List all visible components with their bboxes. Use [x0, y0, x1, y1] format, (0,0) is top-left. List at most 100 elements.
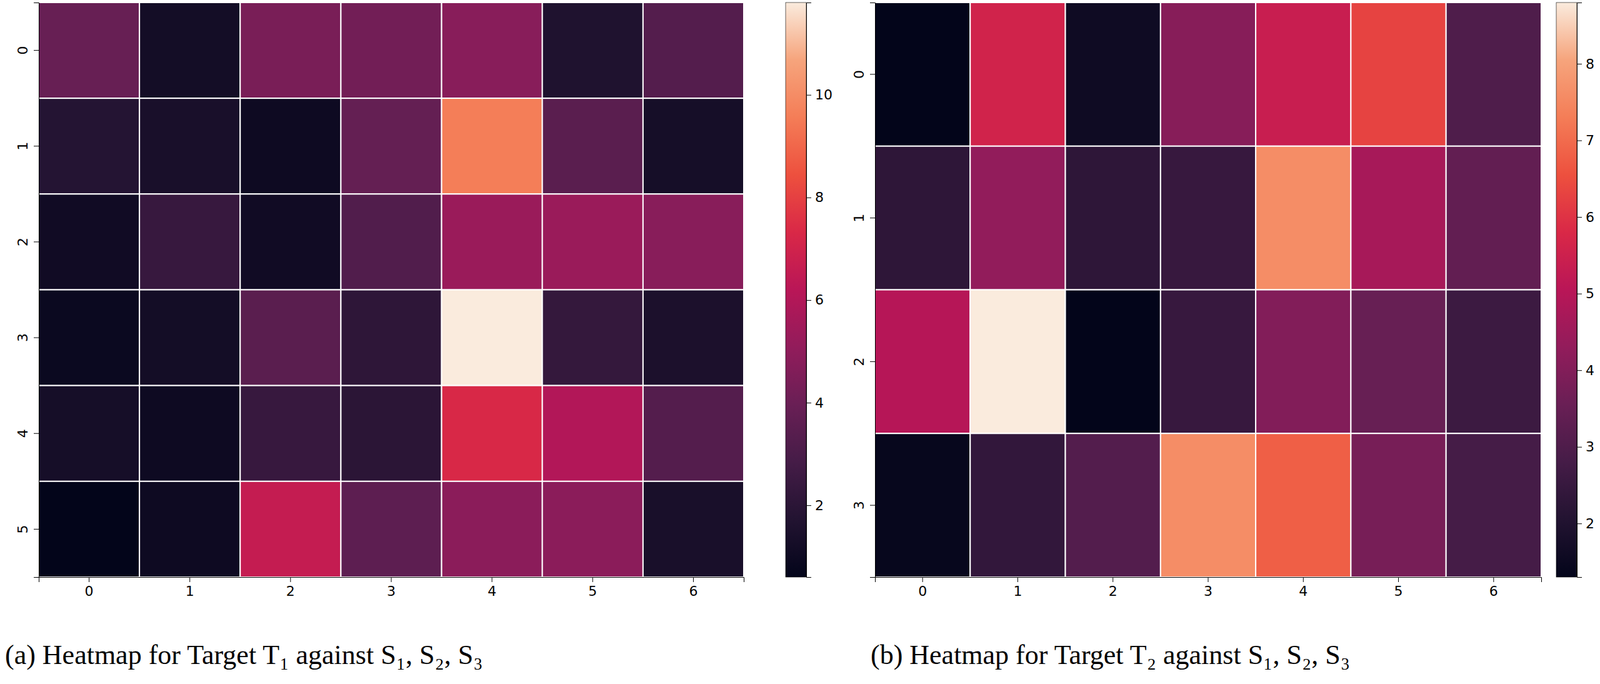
tick: 0	[15, 46, 39, 55]
tick-label: 3	[386, 583, 396, 599]
tick: 1	[15, 141, 39, 151]
heatmap-cell	[1350, 146, 1446, 290]
tick-label: 2	[815, 497, 824, 514]
tick-mark	[1576, 293, 1582, 295]
tick-mark	[870, 361, 875, 362]
heatmap-cell	[1160, 146, 1256, 290]
tick: 6	[688, 576, 698, 599]
tick: 7	[1576, 132, 1595, 149]
tick-label: 5	[1394, 583, 1404, 599]
heatmap-cell	[340, 385, 442, 482]
heatmap-cell	[970, 433, 1065, 577]
heatmap-cell	[38, 385, 140, 482]
heatmap-cell	[38, 98, 140, 194]
tick-mark	[870, 505, 875, 506]
tick-label: 6	[688, 583, 698, 599]
heatmap-cell	[1065, 146, 1161, 290]
tick-mark	[33, 50, 39, 51]
heatmap-cell	[643, 290, 744, 386]
tick-label: 5	[588, 583, 597, 599]
heatmap-cell	[441, 290, 543, 386]
tick: 5	[15, 524, 39, 534]
tick-mark	[491, 576, 493, 582]
tick-mark	[33, 433, 39, 434]
heatmap-cell	[1255, 433, 1351, 577]
tick-label: 2	[286, 583, 295, 599]
tick-label: 2	[1585, 515, 1595, 532]
heatmap-cell	[542, 290, 644, 386]
heatmap-cell	[875, 433, 970, 577]
tick: 6	[1489, 576, 1499, 599]
tick-label: 0	[851, 70, 867, 79]
tick-mark	[1576, 446, 1582, 448]
tick-mark	[88, 576, 90, 582]
heatmap-cell	[1255, 2, 1351, 147]
heatmap-cell	[340, 481, 442, 577]
tick-label: 3	[851, 500, 867, 510]
colorbar	[785, 2, 807, 577]
heatmap-cell	[1350, 290, 1446, 434]
tick-label: 10	[815, 86, 833, 103]
tick-mark	[806, 197, 812, 199]
y-axis: 0 1 2 3	[851, 3, 876, 578]
tick-label: 1	[851, 213, 867, 223]
tick-label: 6	[815, 291, 824, 308]
heatmap-cell	[1446, 146, 1542, 290]
tick: 1	[1013, 576, 1022, 599]
heatmap-cell	[1065, 290, 1161, 434]
tick-label: 0	[85, 583, 94, 599]
tick-label: 1	[15, 141, 31, 151]
tick: 5	[1576, 285, 1595, 302]
tick: 1	[185, 576, 195, 599]
heatmap-cell	[441, 385, 543, 482]
y-axis: 012345	[15, 3, 40, 578]
heatmap-cell	[340, 290, 442, 386]
heatmap-cell	[1065, 433, 1161, 577]
heatmap-cell	[542, 385, 644, 482]
colorbar-frame	[785, 2, 807, 577]
tick-label: 5	[15, 524, 31, 534]
heatmap-cell	[1255, 146, 1351, 290]
heatmap-cell	[542, 98, 644, 194]
tick-mark	[870, 217, 875, 219]
tick-label: 2	[1108, 583, 1118, 599]
heatmap-cell	[1446, 433, 1542, 577]
heatmap-cell	[139, 481, 240, 577]
tick-mark	[870, 73, 875, 75]
heatmap-cell	[1160, 290, 1256, 434]
tick: 3	[1203, 576, 1213, 599]
heatmap-cell	[875, 146, 970, 290]
tick-mark	[1576, 523, 1582, 524]
tick: 4	[1576, 362, 1595, 379]
axis-line	[870, 3, 876, 578]
heatmap-cell	[643, 193, 744, 290]
tick-mark	[1017, 576, 1019, 582]
tick: 6	[1576, 209, 1595, 225]
heatmap-cell	[1350, 2, 1446, 147]
tick: 3	[386, 576, 396, 599]
colorbar-axis: 2345678	[1576, 3, 1595, 578]
heatmap-cell	[139, 290, 240, 386]
tick: 2	[851, 356, 875, 366]
heatmap-cell	[38, 193, 140, 290]
heatmap-cell	[970, 290, 1065, 434]
tick-label: 4	[1585, 362, 1595, 379]
heatmap-cell	[1255, 290, 1351, 434]
caption: (b) Heatmap for Target T₂ against S₁, S₂…	[870, 639, 1350, 670]
cells	[38, 2, 744, 577]
tick-mark	[806, 505, 812, 506]
heatmap-cell	[340, 98, 442, 194]
x-axis: 0123456	[875, 576, 1542, 599]
heatmap-cell	[643, 385, 744, 482]
tick-label: 2	[851, 356, 867, 366]
tick-label: 4	[487, 583, 497, 599]
tick-label: 1	[185, 583, 195, 599]
tick-label: 1	[1013, 583, 1022, 599]
tick-mark	[1576, 140, 1582, 142]
x-axis: 0 1 2 3 4 5 6	[39, 576, 745, 599]
heatmap-cell	[441, 193, 543, 290]
heatmap-cell	[1350, 433, 1446, 577]
heatmap-cell	[542, 481, 644, 577]
tick-mark	[693, 576, 694, 582]
tick-mark	[33, 337, 39, 339]
